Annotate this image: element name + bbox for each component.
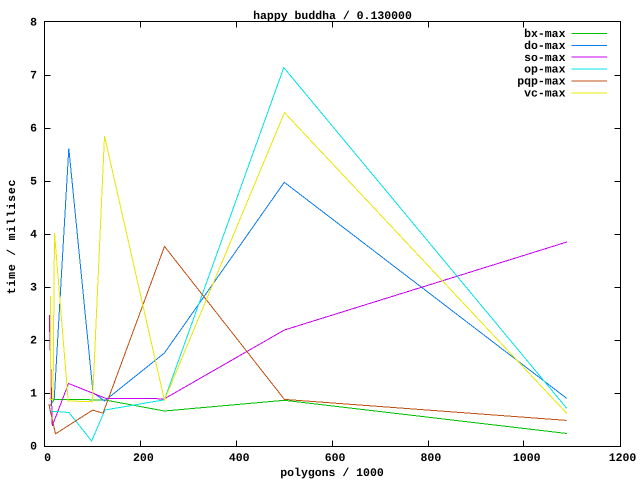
svg-text:600: 600 (325, 452, 346, 465)
svg-text:so-max: so-max (524, 52, 566, 65)
svg-text:1000: 1000 (513, 452, 541, 465)
svg-text:0: 0 (44, 452, 51, 465)
svg-text:0: 0 (30, 441, 37, 454)
svg-text:400: 400 (229, 452, 250, 465)
svg-text:vc-max: vc-max (524, 87, 566, 100)
svg-text:time / millisec: time / millisec (6, 179, 19, 295)
svg-text:8: 8 (30, 17, 37, 30)
svg-text:happy buddha / 0.130000: happy buddha / 0.130000 (253, 10, 412, 23)
svg-text:op-max: op-max (524, 64, 566, 77)
svg-text:1: 1 (30, 388, 37, 401)
svg-text:bx-max: bx-max (524, 28, 566, 41)
svg-text:do-max: do-max (524, 40, 566, 53)
svg-text:4: 4 (30, 229, 37, 242)
svg-text:1200: 1200 (609, 452, 637, 465)
svg-text:6: 6 (30, 123, 37, 136)
svg-text:2: 2 (30, 335, 37, 348)
svg-text:200: 200 (133, 452, 154, 465)
svg-text:polygons / 1000: polygons / 1000 (280, 467, 384, 480)
svg-text:800: 800 (421, 452, 442, 465)
svg-text:pqp-max: pqp-max (517, 76, 565, 89)
svg-text:7: 7 (30, 70, 37, 83)
svg-text:3: 3 (30, 282, 37, 295)
svg-text:5: 5 (30, 176, 37, 189)
